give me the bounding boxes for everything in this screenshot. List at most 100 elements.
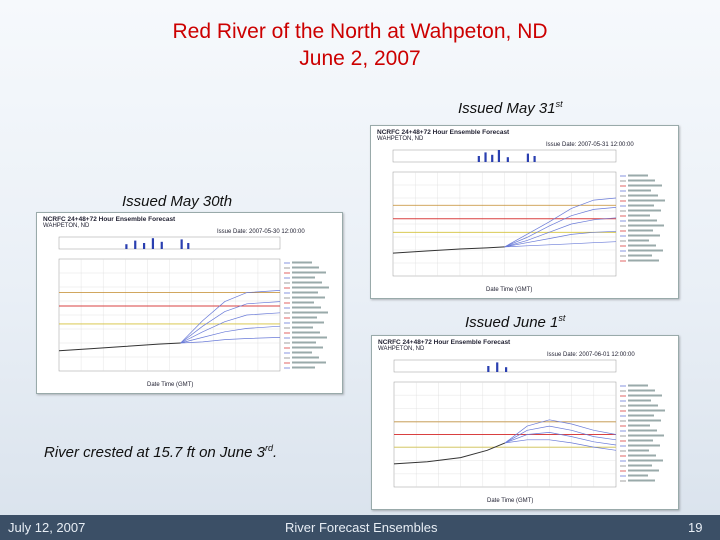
legend-text-stub [292,281,322,284]
legend-text-stub [292,271,326,274]
precip-bar [496,362,499,372]
label-issued-may-31: Issued May 31st [458,99,563,118]
legend-text-stub [292,366,315,369]
legend-text-stub [628,229,653,232]
legend-text-stub [292,351,312,354]
legend-text-stub [628,249,663,252]
legend-text-stub [628,424,650,427]
legend-text-stub [292,301,314,304]
ensemble-trace [180,312,281,344]
legend-text-stub [628,459,663,462]
ensemble-trace [180,337,281,344]
precip-bar [187,243,190,249]
forecast-heading: NCRFC 24+48+72 Hour Ensemble Forecast [377,129,510,136]
legend-text-stub [628,179,655,182]
ensemble-trace [504,439,617,451]
ensemble-trace [504,230,617,248]
legend-text-stub [628,244,656,247]
observed-trace [393,442,506,465]
legend-text-stub [628,429,657,432]
legend-text-stub [628,474,648,477]
legend-text-stub [628,209,661,212]
page-number: 19 [688,520,703,535]
ensemble-trace [504,197,617,248]
label-issued-may-30: Issued May 30th [122,193,233,210]
legend-text-stub [628,189,651,192]
legend-text-stub [628,234,660,237]
legend-text-stub [628,174,648,177]
forecast-subheading: WAHPETON, ND [377,136,424,142]
footer-title: River Forecast Ensembles [285,520,438,535]
forecast-image-may-31: NCRFC 24+48+72 Hour Ensemble Forecast WA… [370,125,679,299]
precip-bar [134,240,137,249]
legend-text-stub [292,296,325,299]
legend-text-stub [628,454,656,457]
legend-text-stub [628,469,659,472]
legend-text-stub [628,399,651,402]
label-issued-june-1: Issued June 1st [465,313,566,332]
legend-text-stub [628,199,665,202]
legend-text-stub [292,261,312,264]
legend-text-stub [628,214,650,217]
legend-text-stub [628,404,658,407]
legend-text-stub [292,316,317,319]
forecast-subheading: WAHPETON, ND [378,346,425,352]
forecast-axis-label: Date Time (GMT) [487,498,534,504]
legend-text-stub [292,331,320,334]
legend-text-stub [628,254,652,257]
title-line-2: June 2, 2007 [299,47,421,70]
legend-text-stub [628,409,665,412]
legend-text-stub [292,311,328,314]
legend-text-stub [292,306,321,309]
legend-text-stub [292,291,318,294]
precip-bar [533,156,536,162]
precip-bar [506,157,509,162]
ensemble-trace [180,301,281,344]
legend-text-stub [292,321,324,324]
legend-text-stub [628,414,654,417]
forecast-heading: NCRFC 24+48+72 Hour Ensemble Forecast [378,339,511,346]
forecast-image-may-30: NCRFC 24+48+72 Hour Ensemble Forecast WA… [36,212,343,394]
forecast-issue-date: Issue Date: 2007-05-31 12:00:00 [546,142,634,148]
precip-bar [477,156,480,162]
forecast-subheading: WAHPETON, ND [43,223,90,229]
slide-footer: July 12, 2007 River Forecast Ensembles 1… [0,515,720,540]
legend-text-stub [628,394,662,397]
forecast-heading: NCRFC 24+48+72 Hour Ensemble Forecast [43,216,176,223]
legend-text-stub [292,341,316,344]
precip-panel [392,149,617,163]
legend-text-stub [628,444,660,447]
legend-text-stub [628,439,653,442]
legend-text-stub [628,184,662,187]
precip-bar [180,239,183,249]
legend-text-stub [292,326,313,329]
legend-text-stub [292,286,329,289]
legend-text-stub [628,204,654,207]
legend-text-stub [628,194,658,197]
legend-text-stub [628,464,652,467]
legend-text-stub [628,449,649,452]
legend-text-stub [628,479,655,482]
legend-text-stub [628,219,657,222]
forecast-axis-label: Date Time (GMT) [147,382,194,388]
slide-title: Red River of the North at Wahpeton, ND J… [150,18,570,72]
ensemble-trace [504,432,617,446]
precip-bar [484,152,487,162]
forecast-issue-date: Issue Date: 2007-06-01 12:00:00 [547,352,635,358]
precip-bar [505,367,508,372]
observed-trace [392,246,505,254]
ensemble-trace [504,425,617,444]
precip-bar [151,238,155,249]
legend-text-stub [628,434,664,437]
legend-text-stub [628,384,648,387]
precip-bar [160,241,163,249]
ensemble-trace [504,419,617,444]
precip-bar [491,154,494,162]
legend-text-stub [628,389,655,392]
observed-trace [58,342,181,352]
legend-text-stub [628,419,661,422]
legend-text-stub [628,224,664,227]
forecast-graph [393,359,665,488]
forecast-image-june-1: NCRFC 24+48+72 Hour Ensemble Forecast WA… [371,335,679,510]
legend-text-stub [292,361,326,364]
